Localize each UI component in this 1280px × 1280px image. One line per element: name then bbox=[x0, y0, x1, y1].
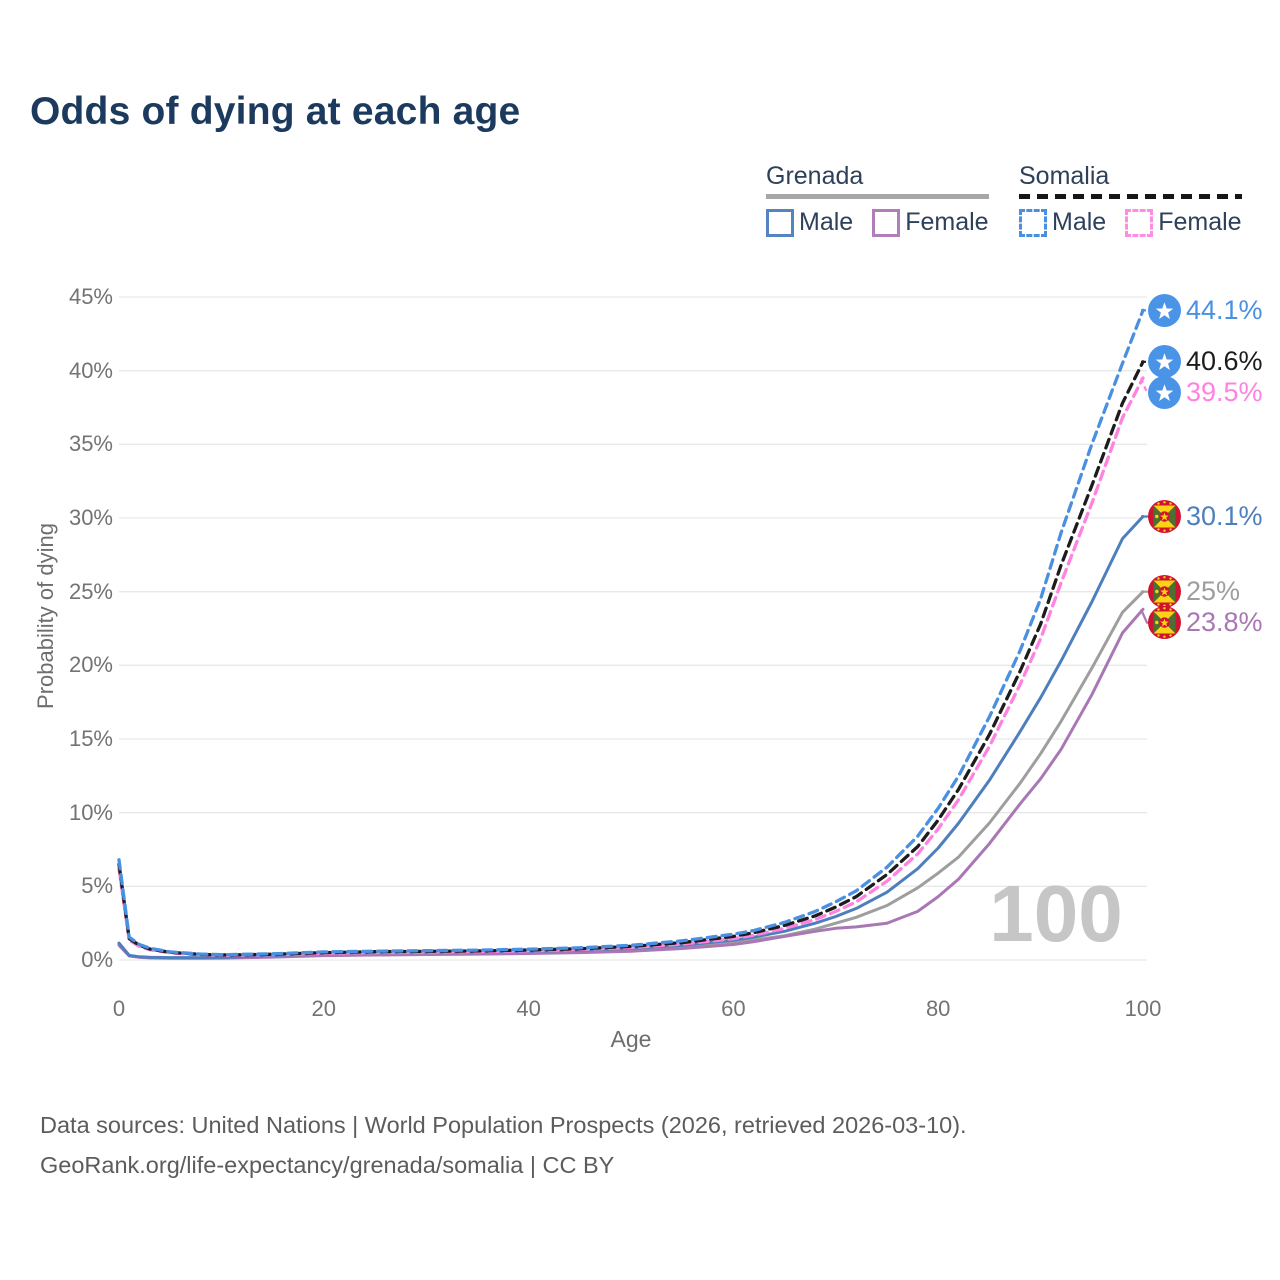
end-label-value: 39.5% bbox=[1186, 377, 1263, 408]
end-label-somalia-male: 44.1% bbox=[1148, 293, 1263, 327]
grenada-flag-icon bbox=[1148, 575, 1181, 609]
series-line-somalia-both bbox=[117, 360, 1145, 957]
grenada-male-swatch-icon bbox=[766, 208, 794, 237]
y-tick-label: 15% bbox=[68, 726, 113, 751]
legend-item-grenada-male[interactable]: Male bbox=[766, 208, 853, 237]
grenada-female-swatch-icon bbox=[872, 208, 901, 237]
end-label-somalia-both: 40.6% bbox=[1148, 345, 1263, 379]
y-tick-label: 40% bbox=[68, 357, 113, 383]
x-tick-label: 0 bbox=[112, 996, 126, 1021]
somalia-flag-icon bbox=[1148, 376, 1181, 410]
y-tick-label: 0% bbox=[81, 947, 113, 972]
x-tick-label: 40 bbox=[516, 996, 541, 1021]
series-line-somalia-male bbox=[117, 308, 1145, 957]
grenada-flag-icon bbox=[1148, 500, 1181, 534]
x-axis-title: Age bbox=[610, 1026, 652, 1052]
legend-item-grenada-female[interactable]: Female bbox=[872, 208, 989, 237]
legend-line-sample-grenada bbox=[766, 194, 989, 199]
x-tick-label: 100 bbox=[1124, 996, 1162, 1021]
data-sources-text: Data sources: United Nations | World Pop… bbox=[40, 1112, 967, 1138]
y-tick-label: 35% bbox=[68, 431, 113, 457]
end-label-grenada-male: 30.1% bbox=[1148, 500, 1263, 534]
end-label-somalia-female: 39.5% bbox=[1148, 376, 1263, 410]
legend-line-sample-somalia bbox=[1019, 194, 1242, 199]
x-tick-label: 60 bbox=[721, 996, 746, 1021]
y-tick-label: 25% bbox=[68, 578, 113, 604]
end-label-grenada-female: 23.8% bbox=[1148, 606, 1263, 640]
legend-label: Male bbox=[1052, 208, 1107, 236]
somalia-female-swatch-icon bbox=[1125, 208, 1154, 237]
grenada-flag-icon bbox=[1148, 606, 1181, 640]
x-tick-label: 20 bbox=[311, 996, 337, 1021]
end-label-value: 40.6% bbox=[1186, 346, 1263, 377]
end-label-value: 44.1% bbox=[1186, 294, 1263, 325]
y-tick-label: 10% bbox=[68, 799, 113, 825]
y-tick-label: 5% bbox=[81, 873, 113, 899]
end-label-value: 23.8% bbox=[1186, 607, 1263, 638]
end-label-grenada-both: 25% bbox=[1148, 575, 1241, 609]
somalia-male-swatch-icon bbox=[1019, 208, 1047, 237]
end-label-value: 25% bbox=[1186, 576, 1241, 607]
attribution-text: GeoRank.org/life-expectancy/grenada/soma… bbox=[40, 1152, 615, 1178]
y-tick-label: 30% bbox=[68, 505, 113, 530]
legend-title-grenada: Grenada bbox=[766, 162, 864, 190]
y-tick-label: 45% bbox=[68, 284, 113, 309]
x-tick-label: 80 bbox=[925, 996, 951, 1021]
end-label-value: 30.1% bbox=[1186, 501, 1263, 532]
legend-label: Male bbox=[799, 208, 854, 236]
page-title: Odds of dying at each age bbox=[30, 90, 521, 133]
footer: Data sources: United Nations | World Pop… bbox=[40, 1105, 967, 1185]
legend-item-somalia-female[interactable]: Female bbox=[1125, 208, 1242, 237]
legend-group-grenada: Grenada Male Female bbox=[766, 162, 989, 237]
legend-group-somalia: Somalia Male Female bbox=[1019, 162, 1242, 237]
y-tick-label: 20% bbox=[68, 652, 113, 678]
y-axis-title: Probability of dying bbox=[33, 523, 58, 709]
legend-item-somalia-male[interactable]: Male bbox=[1019, 208, 1106, 237]
age-watermark: 100 bbox=[989, 869, 1123, 958]
somalia-flag-icon bbox=[1148, 345, 1181, 379]
somalia-flag-icon bbox=[1148, 293, 1181, 327]
legend-label: Female bbox=[1158, 208, 1242, 236]
legend-label: Female bbox=[905, 208, 989, 236]
legend-title-somalia: Somalia bbox=[1019, 162, 1110, 190]
